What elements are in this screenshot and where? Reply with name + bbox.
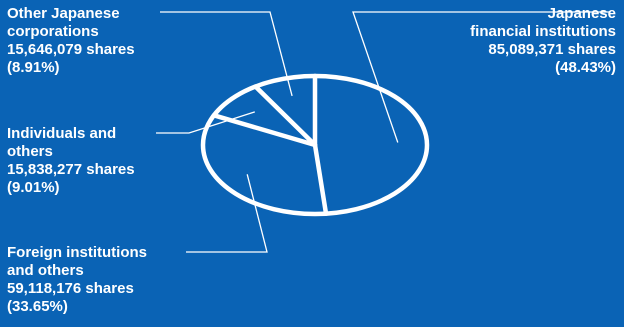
label-line: Japanese xyxy=(547,5,616,22)
label-percent: (33.65%) xyxy=(7,298,68,315)
label-line: others xyxy=(7,143,53,160)
label-percent: (48.43%) xyxy=(555,59,616,76)
leader-line-foreign xyxy=(186,174,268,253)
leader-line-other xyxy=(160,11,293,97)
label-line: Foreign institutions xyxy=(7,244,147,261)
label-percent: (8.91%) xyxy=(7,59,60,76)
pie-slice-japanese xyxy=(315,76,427,214)
pie-divider-1 xyxy=(312,142,329,216)
slice-label-individuals-and-others: Individuals and others 15,838,277 shares… xyxy=(7,125,135,197)
pie-slices xyxy=(200,73,430,217)
label-line: Other Japanese xyxy=(7,5,120,22)
label-shares: 85,089,371 shares xyxy=(488,41,616,58)
label-shares: 15,838,277 shares xyxy=(7,161,135,178)
pie-slice-individuals xyxy=(213,86,315,145)
label-percent: (9.01%) xyxy=(7,179,60,196)
leader-lines xyxy=(156,11,609,253)
leader-line-individuals xyxy=(156,111,255,134)
slice-label-japanese-financial-institutions: Japanese financial institutions 85,089,3… xyxy=(470,5,616,77)
slice-label-foreign-institutions-and-others: Foreign institutions and others 59,118,1… xyxy=(7,244,147,316)
label-line: corporations xyxy=(7,23,99,40)
label-shares: 59,118,176 shares xyxy=(7,280,134,297)
label-line: and others xyxy=(7,262,84,279)
label-line: Individuals and xyxy=(7,125,117,142)
label-line: financial institutions xyxy=(470,23,616,40)
leader-line-japanese xyxy=(352,11,609,143)
slice-label-other-japanese-corporations: Other Japanese corporations 15,646,079 s… xyxy=(7,5,135,77)
pie-divider-3 xyxy=(253,84,318,148)
label-shares: 15,646,079 shares xyxy=(7,41,135,58)
